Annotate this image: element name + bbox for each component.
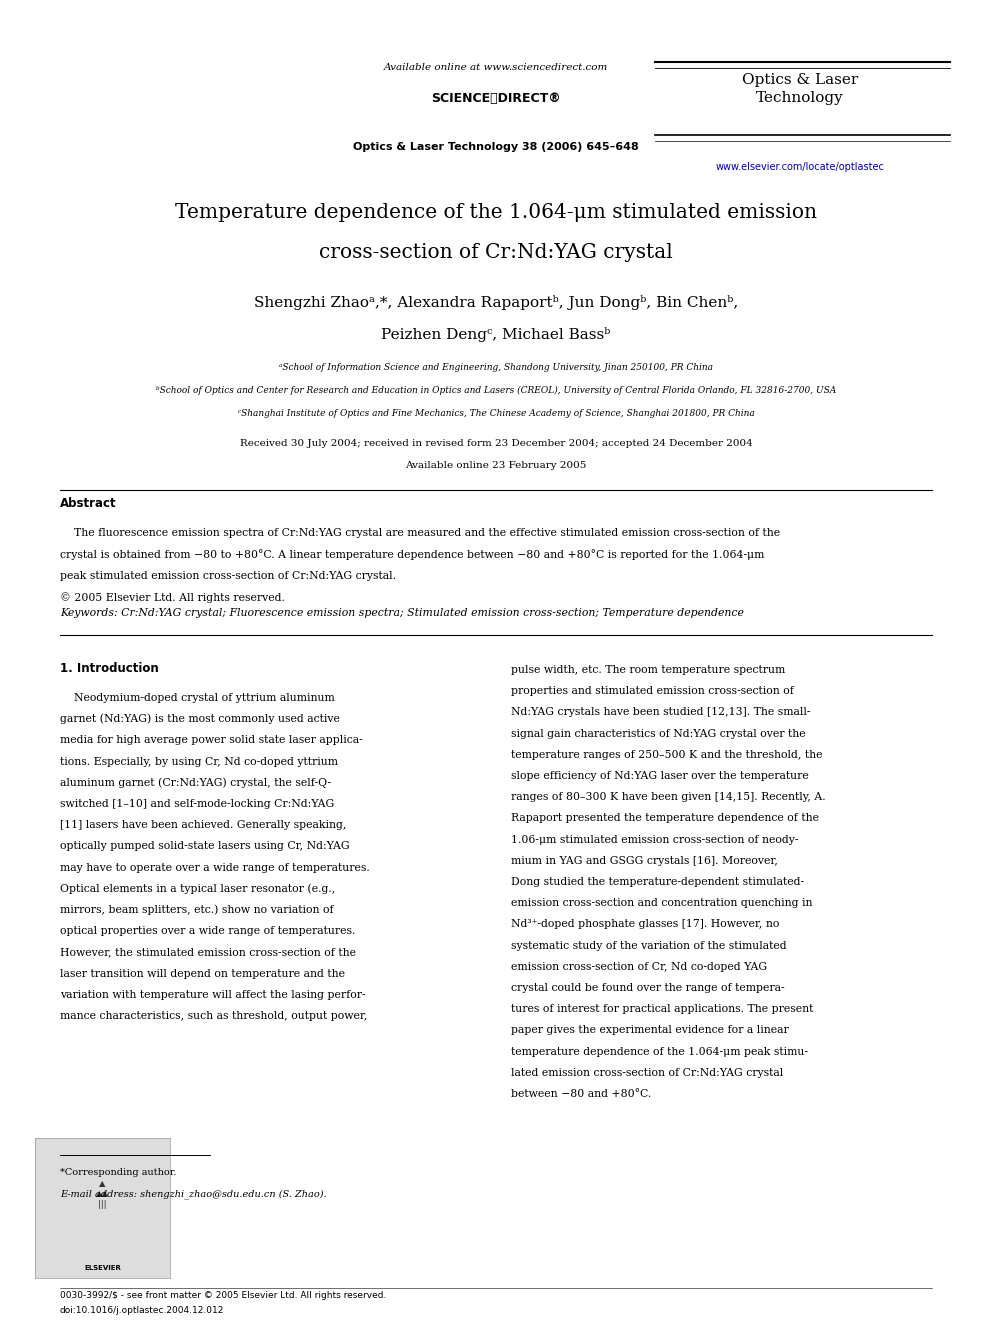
- Text: ELSEVIER: ELSEVIER: [84, 1265, 121, 1271]
- Text: temperature ranges of 250–500 K and the threshold, the: temperature ranges of 250–500 K and the …: [511, 750, 822, 759]
- Text: tions. Especially, by using Cr, Nd co-doped yttrium: tions. Especially, by using Cr, Nd co-do…: [60, 757, 338, 766]
- Text: emission cross-section of Cr, Nd co-doped YAG: emission cross-section of Cr, Nd co-dope…: [511, 962, 767, 972]
- Text: ᶜShanghai Institute of Optics and Fine Mechanics, The Chinese Academy of Science: ᶜShanghai Institute of Optics and Fine M…: [238, 409, 754, 418]
- Text: pulse width, etc. The room temperature spectrum: pulse width, etc. The room temperature s…: [511, 665, 786, 675]
- Text: lated emission cross-section of Cr:Nd:YAG crystal: lated emission cross-section of Cr:Nd:YA…: [511, 1068, 784, 1078]
- Text: crystal could be found over the range of tempera-: crystal could be found over the range of…: [511, 983, 785, 994]
- Text: E-mail address: shengzhi_zhao@sdu.edu.cn (S. Zhao).: E-mail address: shengzhi_zhao@sdu.edu.cn…: [60, 1189, 326, 1199]
- Text: garnet (Nd:YAG) is the most commonly used active: garnet (Nd:YAG) is the most commonly use…: [60, 713, 340, 724]
- Text: may have to operate over a wide range of temperatures.: may have to operate over a wide range of…: [60, 863, 370, 873]
- Text: ᵃSchool of Information Science and Engineering, Shandong University, Jinan 25010: ᵃSchool of Information Science and Engin…: [279, 363, 713, 372]
- Text: optically pumped solid-state lasers using Cr, Nd:YAG: optically pumped solid-state lasers usin…: [60, 841, 349, 852]
- Text: variation with temperature will affect the lasing perfor-: variation with temperature will affect t…: [60, 990, 366, 1000]
- Text: temperature dependence of the 1.064-μm peak stimu-: temperature dependence of the 1.064-μm p…: [511, 1046, 808, 1057]
- Text: 0030-3992/$ - see front matter © 2005 Elsevier Ltd. All rights reserved.: 0030-3992/$ - see front matter © 2005 El…: [60, 1291, 386, 1301]
- Text: Available online at www.sciencedirect.com: Available online at www.sciencedirect.co…: [384, 64, 608, 71]
- Text: switched [1–10] and self-mode-locking Cr:Nd:YAG: switched [1–10] and self-mode-locking Cr…: [60, 799, 334, 808]
- Text: [11] lasers have been achieved. Generally speaking,: [11] lasers have been achieved. Generall…: [60, 820, 346, 831]
- Text: Nd:YAG crystals have been studied [12,13]. The small-: Nd:YAG crystals have been studied [12,13…: [511, 708, 810, 717]
- Text: www.elsevier.com/locate/optlastec: www.elsevier.com/locate/optlastec: [715, 161, 885, 172]
- Text: The fluorescence emission spectra of Cr:Nd:YAG crystal are measured and the effe: The fluorescence emission spectra of Cr:…: [60, 528, 780, 538]
- Text: optical properties over a wide range of temperatures.: optical properties over a wide range of …: [60, 926, 355, 937]
- Text: signal gain characteristics of Nd:YAG crystal over the: signal gain characteristics of Nd:YAG cr…: [511, 729, 806, 738]
- Text: Shengzhi Zhaoᵃ,*, Alexandra Rapaportᵇ, Jun Dongᵇ, Bin Chenᵇ,: Shengzhi Zhaoᵃ,*, Alexandra Rapaportᵇ, J…: [254, 295, 738, 310]
- Text: between −80 and +80°C.: between −80 and +80°C.: [511, 1089, 652, 1099]
- Text: 1. Introduction: 1. Introduction: [60, 662, 159, 675]
- Text: tures of interest for practical applications. The present: tures of interest for practical applicat…: [511, 1004, 813, 1015]
- Text: mium in YAG and GSGG crystals [16]. Moreover,: mium in YAG and GSGG crystals [16]. More…: [511, 856, 778, 865]
- Text: Optics & Laser Technology 38 (2006) 645–648: Optics & Laser Technology 38 (2006) 645–…: [353, 142, 639, 152]
- Text: Neodymium-doped crystal of yttrium aluminum: Neodymium-doped crystal of yttrium alumi…: [60, 693, 334, 703]
- Text: systematic study of the variation of the stimulated: systematic study of the variation of the…: [511, 941, 787, 951]
- Text: 1.06-μm stimulated emission cross-section of neody-: 1.06-μm stimulated emission cross-sectio…: [511, 835, 799, 844]
- Text: ranges of 80–300 K have been given [14,15]. Recently, A.: ranges of 80–300 K have been given [14,1…: [511, 792, 825, 802]
- Text: © 2005 Elsevier Ltd. All rights reserved.: © 2005 Elsevier Ltd. All rights reserved…: [60, 591, 285, 602]
- Text: peak stimulated emission cross-section of Cr:Nd:YAG crystal.: peak stimulated emission cross-section o…: [60, 572, 396, 581]
- Text: However, the stimulated emission cross-section of the: However, the stimulated emission cross-s…: [60, 947, 356, 958]
- Text: laser transition will depend on temperature and the: laser transition will depend on temperat…: [60, 968, 345, 979]
- Text: Temperature dependence of the 1.064-μm stimulated emission: Temperature dependence of the 1.064-μm s…: [175, 202, 817, 222]
- Text: SCIENCEⓓDIRECT®: SCIENCEⓓDIRECT®: [432, 93, 560, 105]
- Text: aluminum garnet (Cr:Nd:YAG) crystal, the self-Q-: aluminum garnet (Cr:Nd:YAG) crystal, the…: [60, 777, 331, 787]
- Text: Dong studied the temperature-dependent stimulated-: Dong studied the temperature-dependent s…: [511, 877, 805, 886]
- Text: Optics & Laser
Technology: Optics & Laser Technology: [742, 73, 858, 105]
- Text: Optical elements in a typical laser resonator (e.g.,: Optical elements in a typical laser reso…: [60, 884, 335, 894]
- Text: Peizhen Dengᶜ, Michael Bassᵇ: Peizhen Dengᶜ, Michael Bassᵇ: [381, 327, 611, 343]
- Text: Available online 23 February 2005: Available online 23 February 2005: [406, 460, 586, 470]
- Text: properties and stimulated emission cross-section of: properties and stimulated emission cross…: [511, 687, 794, 696]
- Text: emission cross-section and concentration quenching in: emission cross-section and concentration…: [511, 898, 812, 908]
- Text: slope efficiency of Nd:YAG laser over the temperature: slope efficiency of Nd:YAG laser over th…: [511, 771, 808, 781]
- Text: cross-section of Cr:Nd:YAG crystal: cross-section of Cr:Nd:YAG crystal: [319, 243, 673, 262]
- Text: crystal is obtained from −80 to +80°C. A linear temperature dependence between −: crystal is obtained from −80 to +80°C. A…: [60, 549, 765, 560]
- Text: Keywords: Cr:Nd:YAG crystal; Fluorescence emission spectra; Stimulated emission : Keywords: Cr:Nd:YAG crystal; Fluorescenc…: [60, 609, 744, 618]
- Text: paper gives the experimental evidence for a linear: paper gives the experimental evidence fo…: [511, 1025, 789, 1036]
- Text: Rapaport presented the temperature dependence of the: Rapaport presented the temperature depen…: [511, 814, 819, 823]
- Text: Received 30 July 2004; received in revised form 23 December 2004; accepted 24 De: Received 30 July 2004; received in revis…: [240, 439, 752, 448]
- Text: Abstract: Abstract: [60, 497, 117, 509]
- Text: doi:10.1016/j.optlastec.2004.12.012: doi:10.1016/j.optlastec.2004.12.012: [60, 1306, 224, 1315]
- Text: Nd³⁺-doped phosphate glasses [17]. However, no: Nd³⁺-doped phosphate glasses [17]. Howev…: [511, 919, 780, 929]
- Text: *Corresponding author.: *Corresponding author.: [60, 1168, 177, 1177]
- Text: ▲
▲▲
|||: ▲ ▲▲ |||: [96, 1179, 109, 1209]
- Text: mirrors, beam splitters, etc.) show no variation of: mirrors, beam splitters, etc.) show no v…: [60, 905, 333, 916]
- Text: mance characteristics, such as threshold, output power,: mance characteristics, such as threshold…: [60, 1011, 367, 1021]
- Text: ᵇSchool of Optics and Center for Research and Education in Optics and Lasers (CR: ᵇSchool of Optics and Center for Researc…: [156, 386, 836, 396]
- Text: media for high average power solid state laser applica-: media for high average power solid state…: [60, 736, 363, 745]
